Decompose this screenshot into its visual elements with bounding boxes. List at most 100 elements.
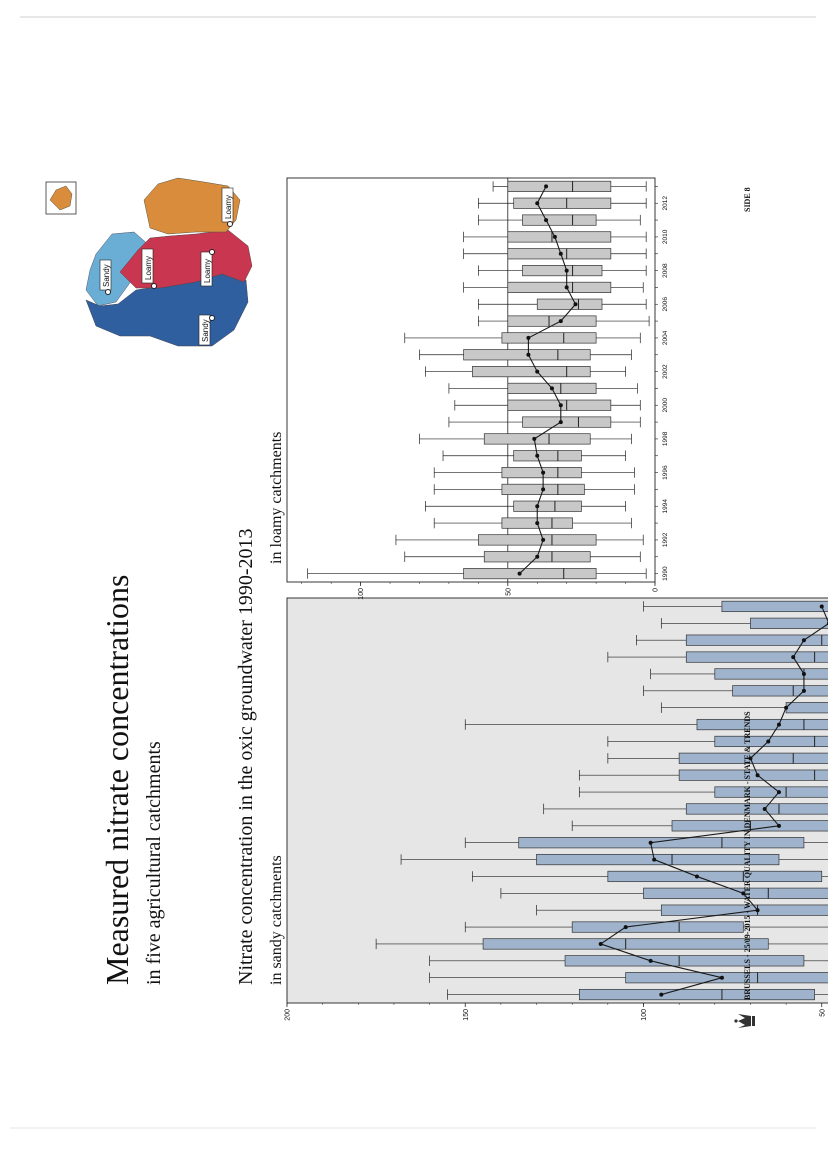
box-iqr — [714, 786, 828, 798]
box-iqr — [721, 600, 828, 613]
box-iqr — [501, 332, 597, 344]
box-1992 — [429, 955, 828, 967]
box-1996 — [500, 887, 828, 899]
map-marker — [227, 221, 233, 227]
box-1994 — [464, 921, 828, 933]
mean-point-2005 — [766, 739, 771, 744]
box-iqr — [678, 752, 828, 764]
mean-point-2005 — [558, 319, 563, 324]
slide-title: Measured nitrate concentrations — [99, 575, 135, 986]
box-iqr — [685, 651, 828, 663]
box-2008 — [478, 265, 647, 277]
svg-text:Loamy: Loamy — [224, 195, 233, 219]
box-iqr — [478, 534, 597, 546]
y-tick-label: 150 — [463, 1009, 470, 1021]
mean-point-2006 — [573, 302, 578, 307]
mean-point-1996 — [741, 891, 746, 896]
map-inset-frame — [45, 181, 77, 215]
map-island-bornholm — [49, 185, 73, 211]
box-iqr — [522, 416, 612, 428]
svg-text:Loamy: Loamy — [203, 259, 212, 283]
box-1991 — [429, 972, 828, 984]
mean-point-2013 — [819, 604, 824, 609]
box-1995 — [536, 904, 828, 916]
x-tick-label: 1992 — [662, 532, 669, 547]
chart-title: in loamy catchments — [268, 432, 285, 564]
box-2006 — [478, 298, 647, 310]
box-1999 — [464, 837, 828, 849]
mean-line — [599, 606, 828, 996]
mean-point-1992 — [541, 537, 546, 542]
mean-point-2002 — [535, 369, 540, 374]
map-marker — [105, 289, 111, 295]
x-tick-label: 1998 — [662, 431, 669, 446]
map-label-loamy-east: Loamy — [221, 187, 234, 223]
mean-point-2010 — [552, 234, 557, 239]
mean-point-2001 — [762, 806, 767, 811]
box-iqr — [671, 820, 828, 832]
box-1998 — [419, 433, 632, 445]
mean-point-2000 — [558, 403, 563, 408]
box-iqr — [678, 769, 828, 781]
box-2004 — [404, 332, 641, 344]
y-tick-label: 0 — [653, 588, 660, 592]
mean-point-2002 — [776, 790, 781, 795]
box-iqr — [696, 718, 828, 731]
mean-point-2000 — [776, 823, 781, 828]
box-2000 — [571, 820, 828, 832]
box-iqr — [513, 450, 582, 462]
logo — [734, 1014, 755, 1028]
box-2001 — [543, 803, 828, 815]
box-iqr — [625, 972, 828, 984]
box-iqr — [522, 214, 597, 226]
y-tick-label: 100 — [641, 1009, 648, 1021]
box-2011 — [478, 214, 641, 226]
mean-point-1991 — [719, 975, 724, 980]
box-iqr — [643, 887, 828, 899]
box-1997 — [472, 870, 828, 883]
box-2004 — [607, 752, 828, 764]
x-tick-label: 2000 — [662, 398, 669, 413]
box-2002 — [578, 786, 828, 798]
mean-point-1998 — [652, 857, 657, 862]
box-iqr — [578, 988, 815, 1001]
svg-text:Sandy: Sandy — [102, 264, 111, 287]
box-iqr — [483, 433, 591, 445]
box-iqr — [660, 904, 828, 916]
box-2010 — [463, 231, 647, 243]
x-tick-label: 2006 — [662, 297, 669, 312]
y-tick-label: 50 — [505, 588, 512, 596]
crown-icon — [734, 1014, 755, 1028]
map-marker — [151, 283, 157, 289]
mean-point-2007 — [784, 705, 789, 710]
box-1998 — [400, 853, 828, 866]
mean-point-1997 — [694, 874, 699, 879]
mean-point-2011 — [801, 638, 806, 643]
map-label-loamy-center: Loamy — [141, 248, 154, 284]
mean-point-1993 — [598, 941, 603, 946]
mean-point-1995 — [541, 487, 546, 492]
box-1999 — [448, 416, 641, 428]
mean-point-1997 — [535, 453, 540, 458]
slide-subtitle: in five agricultural catchments — [143, 741, 165, 985]
box-iqr — [472, 366, 591, 378]
box-iqr — [564, 955, 805, 967]
box-iqr — [507, 180, 612, 192]
box-2012 — [478, 197, 647, 209]
box-2009 — [650, 668, 828, 680]
box-iqr — [536, 298, 603, 310]
box-iqr — [463, 568, 597, 580]
mean-point-1990 — [517, 571, 522, 576]
x-tick-label: 2010 — [662, 229, 669, 244]
box-2012 — [660, 617, 828, 629]
box-2005 — [607, 735, 828, 748]
box-2006 — [464, 718, 828, 731]
box-2002 — [425, 366, 626, 378]
box-iqr — [513, 197, 612, 209]
plot-area — [286, 177, 656, 583]
box-1990 — [307, 568, 647, 580]
box-iqr — [785, 702, 828, 714]
mean-point-1996 — [541, 470, 546, 475]
box-iqr — [685, 803, 828, 815]
